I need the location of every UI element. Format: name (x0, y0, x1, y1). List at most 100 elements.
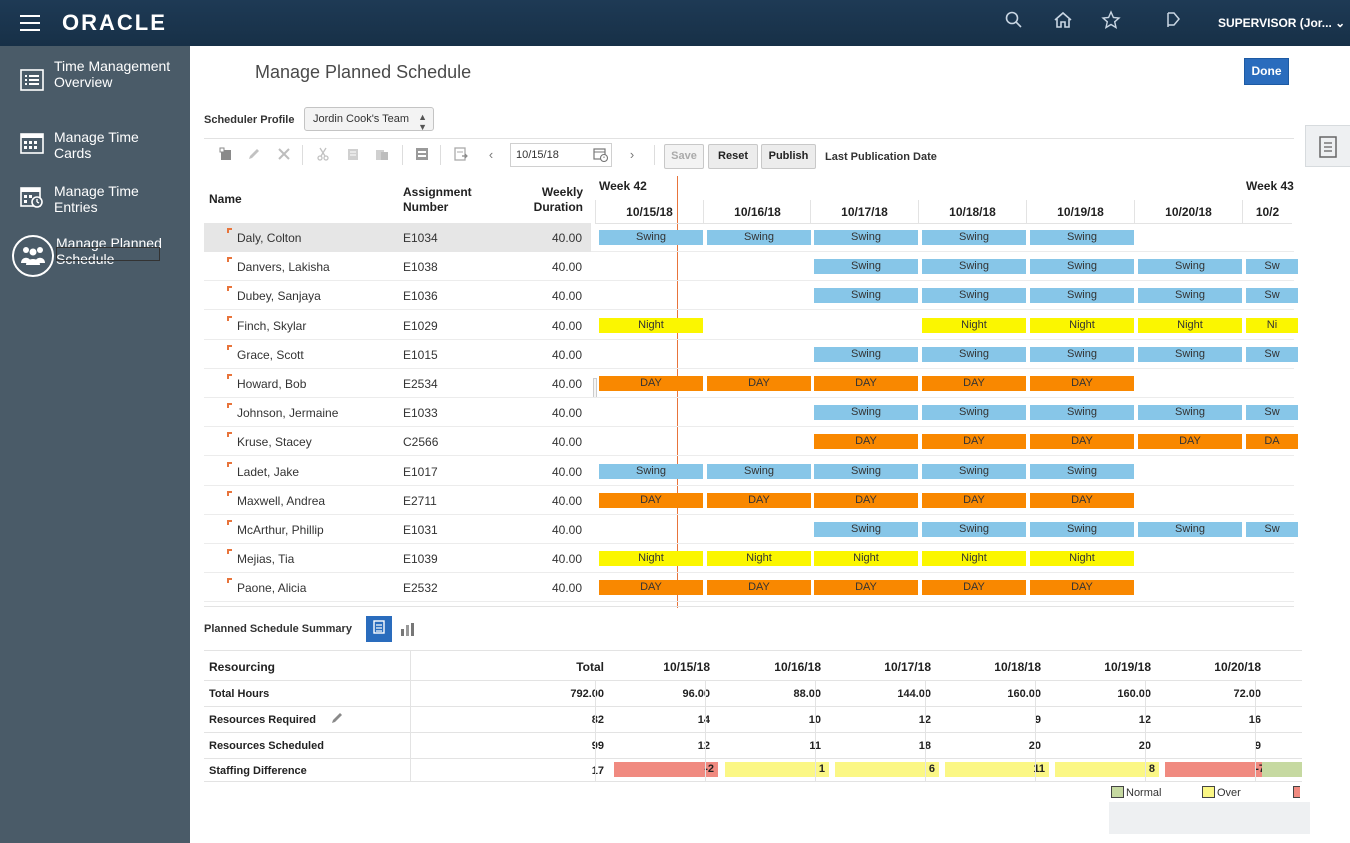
delete-x-icon[interactable] (276, 147, 292, 163)
shift-night[interactable]: Night (599, 318, 703, 333)
shift-day[interactable]: DAY (1030, 580, 1134, 595)
employee-name[interactable]: Finch, Skylar (237, 319, 307, 333)
oracle-logo[interactable]: ORACLE (62, 10, 167, 35)
next-week-chevron-icon[interactable]: › (629, 147, 635, 162)
shift-night[interactable]: Night (599, 551, 703, 566)
shift-swing[interactable]: Swing (1138, 288, 1242, 303)
schedule-row[interactable]: McArthur, Phillip E1031 40.00 Swing Swing Swi… (204, 515, 1298, 544)
schedule-row[interactable]: Johnson, Jermaine E1033 40.00 Swing Swing Swi… (204, 398, 1298, 427)
shift-night[interactable]: Night (1138, 318, 1242, 333)
schedule-row[interactable]: Finch, Skylar E1029 40.00 Night Night Night Ni… (204, 311, 1298, 340)
nav-manage-time-entries[interactable]: Manage Time Entries (0, 181, 190, 217)
scheduler-profile-select[interactable]: Jordin Cook's Team ▲ ▼ (304, 107, 434, 132)
column-header-duration[interactable]: Weekly Duration (533, 185, 583, 214)
previous-week-chevron-icon[interactable]: ‹ (488, 147, 494, 162)
employee-name[interactable]: Kruse, Stacey (237, 435, 312, 449)
chart-view-button[interactable] (400, 621, 418, 639)
schedule-view-icon[interactable] (414, 147, 430, 163)
shift-swing[interactable]: Swing (922, 405, 1026, 420)
edit-pencil-icon[interactable] (246, 147, 262, 163)
shift-swing[interactable]: Swing (922, 522, 1026, 537)
schedule-row[interactable]: Daly, Colton E1034 40.00 Swing Swing Swing Swi… (204, 223, 1294, 252)
calendar-picker-icon[interactable] (592, 147, 608, 163)
user-menu[interactable]: SUPERVISOR (Jor... ⌄ (1218, 16, 1346, 30)
shift-day[interactable]: DAY (707, 493, 811, 508)
shift-night[interactable]: Night (922, 551, 1026, 566)
shift-swing[interactable]: Swing (814, 288, 918, 303)
shift-swing[interactable]: Swing (814, 347, 918, 362)
shift-swing[interactable]: Swing (1030, 464, 1134, 479)
employee-name[interactable]: Danvers, Lakisha (237, 260, 330, 274)
shift-swing[interactable]: Swing (1138, 347, 1242, 362)
shift-swing[interactable]: Sw (1246, 522, 1298, 537)
shift-swing[interactable]: Swing (922, 464, 1026, 479)
schedule-row[interactable]: Dubey, Sanjaya E1036 40.00 Swing Swing Swing S… (204, 281, 1298, 310)
column-header-assignment[interactable]: Assignment Number (403, 185, 472, 214)
shift-night[interactable]: Night (922, 318, 1026, 333)
employee-name[interactable]: Paone, Alicia (237, 581, 307, 595)
reset-button[interactable]: Reset (708, 144, 758, 169)
publish-button[interactable]: Publish (761, 144, 816, 169)
shift-day[interactable]: DAY (599, 580, 703, 595)
employee-name[interactable]: Grace, Scott (237, 348, 304, 362)
shift-swing[interactable]: Swing (1030, 522, 1134, 537)
shift-day[interactable]: DA (1246, 434, 1298, 449)
save-button[interactable]: Save (664, 144, 704, 169)
shift-day[interactable]: DAY (599, 376, 703, 391)
shift-swing[interactable]: Sw (1246, 347, 1298, 362)
shift-swing[interactable]: Swing (1138, 259, 1242, 274)
shift-day[interactable]: DAY (922, 434, 1026, 449)
shift-swing[interactable]: Sw (1246, 259, 1298, 274)
copy-icon[interactable] (345, 147, 361, 163)
row-name-cell[interactable] (204, 223, 591, 252)
table-view-button[interactable] (366, 616, 392, 642)
nav-time-management-overview[interactable]: Time Management Overview (0, 58, 190, 108)
shift-day[interactable]: DAY (922, 493, 1026, 508)
employee-name[interactable]: Maxwell, Andrea (237, 494, 326, 508)
shift-swing[interactable]: Swing (814, 405, 918, 420)
shift-day[interactable]: DAY (1030, 376, 1134, 391)
shift-swing[interactable]: Sw (1246, 288, 1298, 303)
shift-swing[interactable]: Swing (1138, 522, 1242, 537)
shift-swing[interactable]: Swing (1030, 259, 1134, 274)
home-icon[interactable] (1050, 10, 1076, 36)
shift-swing[interactable]: Swing (814, 230, 918, 245)
shift-swing[interactable]: Swing (1030, 230, 1134, 245)
schedule-row[interactable]: Howard, Bob E2534 40.00 DAY DAY DAY DAY DAY (204, 369, 1294, 398)
shift-night[interactable]: Night (814, 551, 918, 566)
add-shift-icon[interactable] (218, 147, 234, 163)
done-button[interactable]: Done (1244, 58, 1289, 85)
shift-swing[interactable]: Swing (814, 259, 918, 274)
shift-day[interactable]: DAY (707, 580, 811, 595)
schedule-row[interactable]: Danvers, Lakisha E1038 40.00 Swing Swing Swin… (204, 252, 1298, 281)
schedule-row[interactable]: Kruse, Stacey C2566 40.00 DAY DAY DAY DAY DA (204, 427, 1298, 456)
shift-swing[interactable]: Swing (707, 230, 811, 245)
shift-day[interactable]: DAY (1030, 493, 1134, 508)
schedule-row[interactable]: Grace, Scott E1015 40.00 Swing Swing Swing Swi… (204, 340, 1298, 369)
export-icon[interactable] (453, 147, 469, 163)
shift-swing[interactable]: Swing (599, 464, 703, 479)
shift-swing[interactable]: Swing (922, 259, 1026, 274)
cut-icon[interactable] (315, 147, 331, 163)
shift-swing[interactable]: Swing (922, 347, 1026, 362)
shift-day[interactable]: DAY (599, 493, 703, 508)
edit-required-pencil-icon[interactable] (330, 711, 344, 728)
shift-swing[interactable]: Swing (814, 522, 918, 537)
shift-day[interactable]: DAY (814, 376, 918, 391)
side-panel-toggle[interactable] (1305, 125, 1350, 167)
schedule-row[interactable]: Mejias, Tia E1039 40.00 Night Night Night Nigh… (204, 544, 1294, 573)
paste-icon[interactable] (374, 147, 390, 163)
shift-day[interactable]: DAY (1030, 434, 1134, 449)
notifications-flag-icon[interactable] (1160, 10, 1186, 36)
shift-swing[interactable]: Swing (1030, 347, 1134, 362)
schedule-row[interactable]: Ladet, Jake E1017 40.00 Swing Swing Swing Swin… (204, 457, 1294, 486)
shift-swing[interactable]: Swing (1030, 405, 1134, 420)
shift-swing[interactable]: Swing (814, 464, 918, 479)
shift-swing[interactable]: Sw (1246, 405, 1298, 420)
nav-manage-time-cards[interactable]: Manage Time Cards (0, 127, 190, 163)
shift-day[interactable]: DAY (1138, 434, 1242, 449)
shift-swing[interactable]: Swing (707, 464, 811, 479)
employee-name[interactable]: Mejias, Tia (237, 552, 295, 566)
hamburger-menu-icon[interactable] (20, 15, 40, 31)
shift-swing[interactable]: Swing (1030, 288, 1134, 303)
